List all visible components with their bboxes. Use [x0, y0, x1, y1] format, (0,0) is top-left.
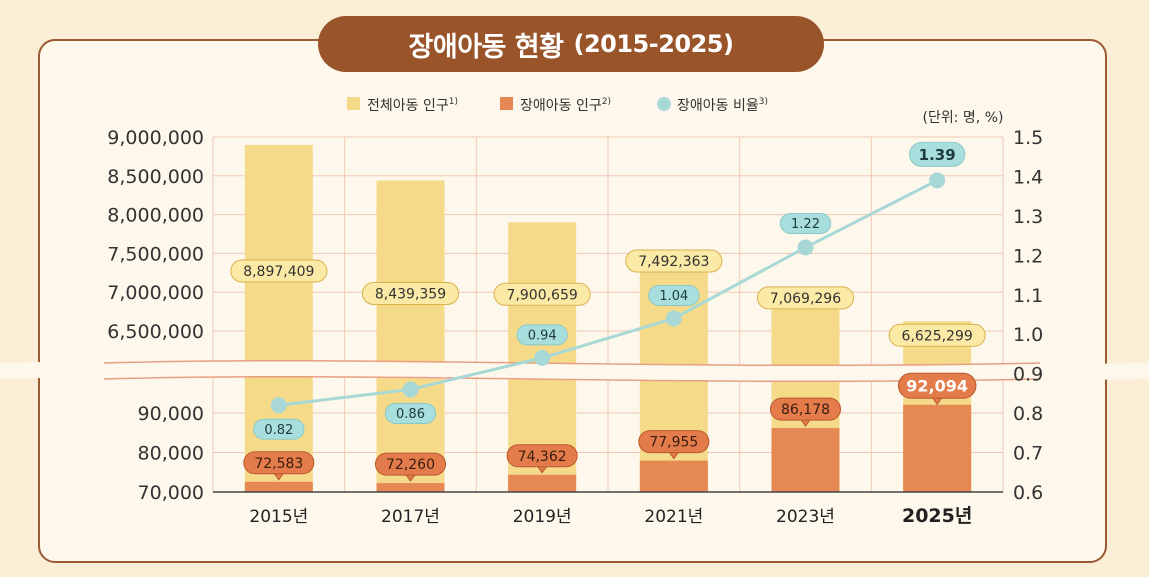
bar-total-2017년	[376, 180, 445, 492]
disabled-label-pill	[769, 397, 842, 421]
ratio-label-pill	[779, 212, 832, 234]
bar-disabled-2025년	[903, 404, 972, 492]
ratio-label-pill	[648, 284, 700, 306]
total-label: 8,439,359	[375, 287, 446, 303]
chart-title: 장애아동 현황 (2015-2025)	[318, 16, 824, 72]
left-tick-label: 80,000	[138, 443, 204, 465]
axis-break-line	[103, 375, 1041, 383]
axis-break-line	[103, 359, 1041, 367]
x-tick-label: 2017년	[381, 507, 440, 527]
ratio-marker	[929, 172, 946, 189]
unit-note: (단위: 명, %)	[923, 110, 1004, 126]
disabled-label-pill	[897, 372, 977, 399]
ratio-marker	[534, 349, 551, 366]
left-tick-label: 90,000	[138, 403, 204, 425]
ratio-label-pill	[253, 418, 305, 440]
disabled-label: 74,362	[518, 449, 567, 465]
left-tick-label: 9,000,000	[107, 127, 204, 149]
disabled-label: 92,094	[906, 376, 968, 395]
disabled-label: 72,583	[254, 456, 303, 472]
total-label: 7,900,659	[507, 287, 578, 303]
x-tick-label: 2015년	[249, 507, 308, 527]
ratio-label: 0.94	[528, 329, 557, 344]
ratio-label: 0.86	[396, 407, 425, 422]
chart-title-period: (2015-2025)	[573, 30, 734, 58]
disabled-label: 86,178	[781, 402, 830, 418]
legend-label: 전체아동 인구1)	[367, 97, 458, 114]
total-label-pill	[230, 259, 328, 283]
ratio-marker	[402, 381, 419, 398]
ratio-label: 1.39	[919, 146, 956, 164]
right-tick-label: 1.2	[1013, 245, 1043, 267]
bar-disabled-2015년	[244, 481, 313, 492]
right-tick-label: 1.5	[1013, 127, 1043, 149]
total-label-pill	[888, 323, 986, 347]
ratio-label: 1.04	[659, 289, 688, 304]
bar-total-2015년	[244, 144, 313, 492]
left-tick-label: 8,000,000	[107, 205, 204, 227]
legend-swatch	[347, 97, 360, 110]
right-tick-label: 1.3	[1013, 206, 1043, 228]
disabled-label-pill	[374, 452, 447, 476]
disabled-label-pill	[506, 444, 578, 468]
total-label-pill	[361, 282, 460, 306]
ratio-marker	[797, 239, 814, 256]
left-tick-label: 70,000	[138, 482, 204, 504]
ratio-label-pill	[384, 402, 437, 424]
x-tick-label: 2019년	[513, 507, 572, 527]
right-tick-label: 0.7	[1013, 443, 1043, 465]
bar-disabled-2019년	[508, 474, 577, 492]
total-label-pill	[756, 286, 855, 310]
total-label: 7,069,296	[770, 291, 841, 307]
disabled-label: 72,260	[386, 457, 435, 473]
right-tick-label: 0.6	[1013, 482, 1043, 504]
bar-disabled-2023년	[771, 428, 840, 492]
ratio-label: 0.82	[264, 423, 293, 438]
ratio-label-pill	[516, 324, 568, 346]
total-label-pill	[493, 282, 591, 306]
left-tick-label: 7,000,000	[107, 282, 204, 304]
total-label: 7,492,363	[638, 254, 709, 270]
right-tick-label: 1.1	[1013, 285, 1043, 307]
left-tick-label: 6,500,000	[107, 321, 204, 343]
left-tick-label: 8,500,000	[107, 166, 204, 188]
disabled-label-pill	[243, 451, 315, 475]
x-tick-label: 2023년	[776, 507, 835, 527]
total-label: 8,897,409	[243, 264, 314, 280]
legend-swatch	[500, 97, 513, 110]
right-tick-label: 0.8	[1013, 403, 1043, 425]
ratio-marker	[270, 397, 287, 414]
disabled-label: 77,955	[649, 435, 698, 451]
legend-label: 장애아동 인구2)	[520, 97, 611, 114]
right-tick-label: 1.4	[1013, 166, 1043, 188]
total-label-pill	[625, 249, 723, 273]
disabled-label-pill	[638, 430, 710, 454]
ratio-series-line	[278, 179, 938, 407]
x-tick-label: 2021년	[644, 507, 703, 527]
x-tick-label: 2025년	[902, 505, 972, 527]
legend-swatch	[657, 97, 671, 111]
ratio-marker	[665, 310, 682, 327]
legend-label: 장애아동 비율3)	[677, 97, 768, 114]
ratio-label-pill	[909, 141, 966, 167]
right-tick-label: 0.9	[1013, 364, 1043, 386]
bar-disabled-2021년	[639, 460, 708, 492]
total-label: 6,625,299	[902, 328, 973, 344]
left-tick-label: 7,500,000	[107, 243, 204, 265]
ratio-label: 1.22	[791, 217, 820, 232]
chart-title-text: 장애아동 현황	[408, 31, 564, 63]
bar-disabled-2017년	[376, 483, 445, 492]
right-tick-label: 1.0	[1013, 324, 1043, 346]
